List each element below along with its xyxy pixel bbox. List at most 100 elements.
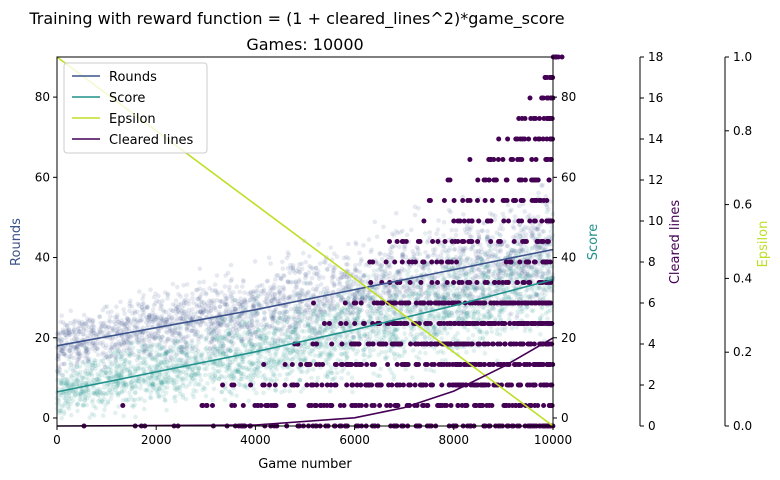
scatter-point	[276, 336, 281, 341]
scatter-point	[186, 301, 191, 307]
scatter-point	[440, 282, 445, 287]
scatter-point	[253, 313, 258, 319]
scatter-point	[173, 325, 179, 331]
scatter-point	[63, 332, 68, 337]
scatter-point	[518, 309, 523, 315]
scatter-point	[198, 322, 203, 327]
scatter-point	[330, 298, 336, 304]
scatter-point	[482, 351, 488, 356]
scatter-point	[534, 274, 539, 279]
scatter-point	[105, 310, 111, 315]
scatter-point	[198, 305, 203, 310]
scatter-point	[465, 260, 471, 266]
scatter-point	[100, 358, 105, 364]
scatter-point	[82, 321, 88, 326]
scatter-point	[442, 277, 447, 282]
scatter-point	[401, 244, 407, 249]
scatter-point	[60, 348, 65, 353]
scatter-point	[357, 269, 363, 275]
scatter-point	[363, 294, 368, 300]
scatter-point	[534, 267, 540, 272]
scatter-point	[299, 318, 305, 324]
scatter-point	[203, 393, 209, 399]
scatter-point	[147, 367, 153, 373]
scatter-point	[126, 333, 131, 339]
scatter-point	[239, 324, 245, 329]
scatter-point	[64, 332, 70, 338]
scatter-point	[78, 329, 83, 334]
scatter-point	[265, 278, 271, 284]
scatter-point	[436, 294, 442, 299]
scatter-point	[499, 306, 505, 311]
scatter-point	[100, 399, 105, 405]
scatter-point	[264, 301, 270, 306]
scatter-point	[169, 358, 175, 364]
scatter-point	[295, 333, 301, 338]
scatter-point	[387, 293, 393, 299]
scatter-point	[474, 286, 480, 291]
scatter-point	[355, 306, 360, 311]
scatter-point	[443, 286, 449, 292]
scatter-point	[463, 246, 469, 251]
scatter-point	[120, 353, 125, 359]
scatter-point	[274, 273, 279, 278]
scatter-point	[345, 307, 351, 313]
scatter-point	[247, 332, 253, 337]
scatter-point	[493, 253, 498, 258]
scatter-point	[191, 300, 196, 305]
scatter-point	[170, 314, 175, 320]
scatter-point	[165, 291, 170, 297]
scatter-point	[149, 343, 155, 349]
scatter-point	[84, 341, 89, 347]
scatter-point	[515, 241, 521, 247]
scatter-point	[316, 298, 321, 304]
scatter-point	[63, 376, 68, 382]
scatter-point	[363, 262, 369, 268]
scatter-point	[313, 272, 319, 277]
scatter-point	[463, 230, 469, 235]
scatter-point	[128, 298, 133, 304]
scatter-point	[474, 273, 480, 278]
scatter-point	[308, 281, 314, 286]
scatter-point	[210, 321, 215, 326]
scatter-point	[139, 304, 145, 310]
scatter-point	[407, 285, 412, 290]
scatter-point	[377, 251, 382, 257]
scatter-point	[88, 327, 94, 333]
scatter-point	[355, 310, 360, 316]
scatter-point	[198, 299, 203, 304]
scatter-point	[136, 303, 142, 308]
scatter-point	[76, 350, 82, 356]
scatter-point	[425, 240, 430, 245]
scatter-point	[386, 254, 391, 259]
scatter-point	[110, 345, 115, 351]
chart-title: Training with reward function = (1 + cle…	[28, 9, 564, 29]
scatter-point	[337, 280, 342, 285]
scatter-point	[432, 290, 438, 296]
scatter-point	[231, 290, 236, 295]
scatter-point	[505, 202, 511, 208]
scatter-point	[178, 348, 184, 354]
scatter-point	[228, 314, 234, 319]
scatter-point	[271, 359, 277, 364]
scatter-point	[279, 390, 284, 395]
scatter-point	[211, 344, 217, 349]
scatter-point	[509, 270, 515, 276]
scatter-point	[263, 325, 269, 330]
scatter-point	[164, 317, 170, 322]
scatter-point	[535, 269, 541, 275]
scatter-point	[176, 330, 182, 336]
scatter-point	[243, 304, 249, 309]
scatter-point	[348, 304, 353, 310]
scatter-point	[127, 321, 132, 327]
scatter-point	[78, 323, 83, 328]
scatter-point	[214, 330, 220, 336]
scatter-point	[442, 310, 448, 315]
scatter-point	[148, 287, 153, 293]
scatter-point	[191, 323, 196, 328]
scatter-point	[150, 316, 155, 322]
scatter-point	[91, 333, 96, 339]
scatter-point	[207, 286, 212, 291]
scatter-point	[423, 307, 429, 313]
scatter-point	[165, 330, 170, 336]
